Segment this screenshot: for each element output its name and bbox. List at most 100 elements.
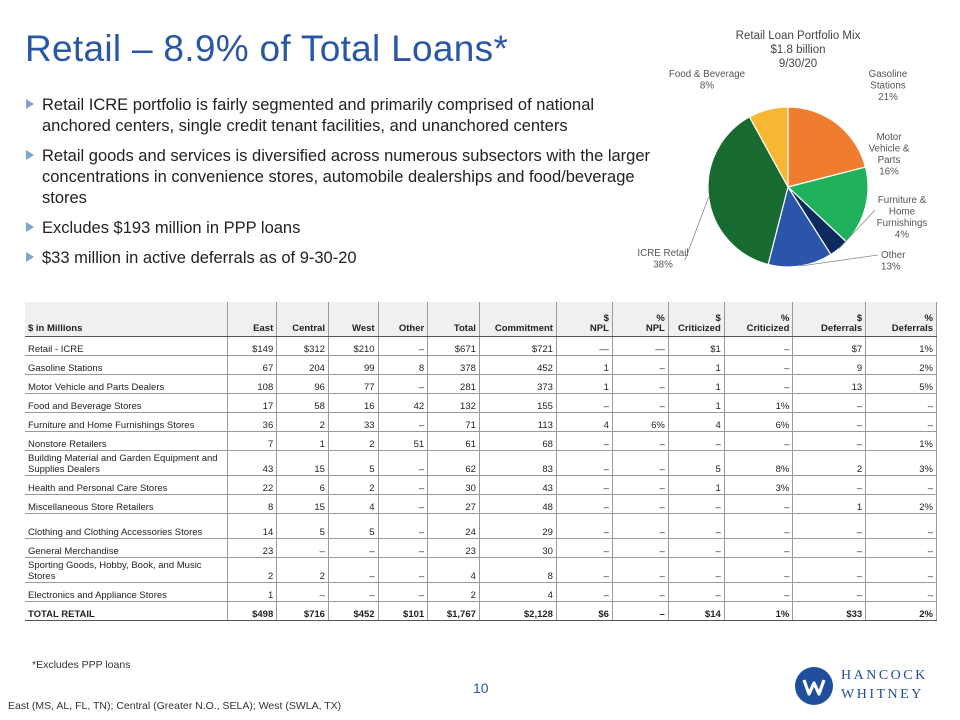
table-cell: – <box>378 557 429 583</box>
table-cell: 29 <box>479 513 557 539</box>
row-label: Miscellaneous Store Retailers <box>25 494 228 514</box>
table-cell: 452 <box>479 355 557 375</box>
table-cell: – <box>556 538 613 558</box>
table-cell: 9 <box>792 355 867 375</box>
table-cell: – <box>792 538 867 558</box>
logo-line2: WHITNEY <box>841 687 924 702</box>
table-row: Food and Beverage Stores 17 58 16 42 132 155– –… <box>25 393 937 413</box>
row-label: Clothing and Clothing Accessories Stores <box>25 513 228 539</box>
table-cell: 8% <box>724 450 794 476</box>
column-header: West <box>328 302 379 337</box>
bullet-arrow-icon <box>26 222 34 232</box>
bullet-item: Retail ICRE portfolio is fairly segmente… <box>26 95 656 137</box>
table-cell: 1 <box>556 374 613 394</box>
table-cell: – <box>378 538 429 558</box>
pie-slice <box>786 166 869 243</box>
table-cell: – <box>556 450 613 476</box>
table-cell: – <box>865 412 937 432</box>
table-cell: 1 <box>668 374 725 394</box>
table-cell: 42 <box>378 393 429 413</box>
table-cell: 3% <box>724 475 794 495</box>
table-cell: – <box>276 582 329 602</box>
column-header: % NPL <box>612 302 669 337</box>
table-row: Building Material and Garden Equipment a… <box>25 450 937 476</box>
column-header: $ Criticized <box>668 302 725 337</box>
column-header: Commitment <box>479 302 557 337</box>
table-cell: 23 <box>227 538 278 558</box>
table-cell: 4 <box>479 582 557 602</box>
column-header: $ NPL <box>556 302 613 337</box>
table-cell: – <box>668 538 725 558</box>
table-cell: – <box>724 513 794 539</box>
footnote: *Excludes PPP loans <box>32 659 131 671</box>
table-cell: 378 <box>427 355 480 375</box>
table-cell: 1 <box>792 494 867 514</box>
table-cell: – <box>724 355 794 375</box>
bullet-arrow-icon <box>26 150 34 160</box>
leader-line <box>800 254 879 267</box>
row-label: Electronics and Appliance Stores <box>25 582 228 602</box>
table-cell: 7 <box>227 431 278 451</box>
table-cell: – <box>724 374 794 394</box>
table-cell: 4 <box>427 557 480 583</box>
table-cell: 2 <box>792 450 867 476</box>
table-cell: 23 <box>427 538 480 558</box>
total-cell: $6 <box>556 601 613 621</box>
table-cell: 1 <box>668 355 725 375</box>
table-cell: $149 <box>227 336 278 356</box>
table-cell: 1 <box>556 355 613 375</box>
table-cell: 51 <box>378 431 429 451</box>
table-cell: – <box>865 538 937 558</box>
table-cell: 48 <box>479 494 557 514</box>
table-cell: – <box>612 355 669 375</box>
table-cell: 1% <box>865 431 937 451</box>
table-row: Gasoline Stations 67 204 99 8 378 452 1–1–9 2% <box>25 355 937 375</box>
table-cell: – <box>612 475 669 495</box>
total-cell: $716 <box>276 601 329 621</box>
table-cell: – <box>556 557 613 583</box>
table-cell: – <box>865 582 937 602</box>
column-header: Central <box>276 302 329 337</box>
table-cell: – <box>378 336 429 356</box>
table-cell: 96 <box>276 374 329 394</box>
pie-slice <box>748 106 789 188</box>
table-cell: 2 <box>427 582 480 602</box>
total-label: TOTAL RETAIL <box>25 601 228 621</box>
table-cell: 2 <box>276 557 329 583</box>
table-cell: – <box>668 431 725 451</box>
table-cell: – <box>865 393 937 413</box>
total-cell: – <box>612 601 669 621</box>
table-cell: 71 <box>427 412 480 432</box>
table-cell: – <box>792 582 867 602</box>
table-cell: – <box>378 513 429 539</box>
table-header-row: $ in Millions East Central West Other Total Co… <box>25 302 937 337</box>
table-row: Retail - ICRE $149 $312 $210– $671 $721— — $1– $… <box>25 336 937 356</box>
table-cell: – <box>612 513 669 539</box>
slice-label: ICRE Retail 38% <box>637 248 688 271</box>
table-row: General Merchandise 23– – –23 30– – – – – – <box>25 538 937 558</box>
table-cell: – <box>378 374 429 394</box>
table-cell: 13 <box>792 374 867 394</box>
bullet-item: Excludes $193 million in PPP loans <box>26 218 656 239</box>
table-cell: 30 <box>427 475 480 495</box>
table-cell: 1 <box>668 475 725 495</box>
table-row: Electronics and Appliance Stores 1– – –2 4– –… <box>25 582 937 602</box>
table-cell: – <box>724 557 794 583</box>
total-cell: 2% <box>865 601 937 621</box>
row-label: Nonstore Retailers <box>25 431 228 451</box>
table-cell: $7 <box>792 336 867 356</box>
table-cell: 132 <box>427 393 480 413</box>
table-cell: $671 <box>427 336 480 356</box>
table-cell: 99 <box>328 355 379 375</box>
table-cell: 16 <box>328 393 379 413</box>
table-cell: 17 <box>227 393 278 413</box>
row-label: Food and Beverage Stores <box>25 393 228 413</box>
table-cell: 5 <box>276 513 329 539</box>
table-cell: – <box>724 494 794 514</box>
table-cell: 2% <box>865 494 937 514</box>
column-header: $ in Millions <box>25 302 228 337</box>
table-cell: 8 <box>378 355 429 375</box>
table-cell: 204 <box>276 355 329 375</box>
logo-line1: HANCOCK <box>841 668 928 683</box>
slice-label: Food & Beverage 8% <box>669 69 746 92</box>
